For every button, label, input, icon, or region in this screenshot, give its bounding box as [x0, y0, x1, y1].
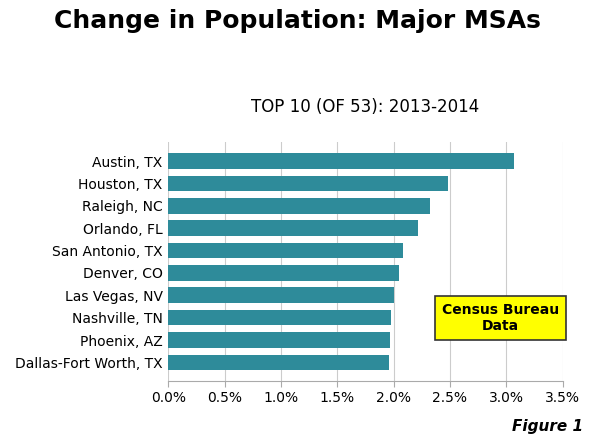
Bar [168, 287, 393, 303]
Bar [168, 176, 447, 191]
Bar [168, 153, 514, 169]
Bar [168, 265, 399, 281]
Bar [168, 220, 418, 236]
Bar [168, 310, 392, 325]
Title: TOP 10 (OF 53): 2013-2014: TOP 10 (OF 53): 2013-2014 [251, 98, 480, 116]
Text: Figure 1: Figure 1 [512, 419, 583, 434]
Bar [168, 332, 390, 348]
Bar [168, 243, 403, 258]
Text: Census Bureau
Data: Census Bureau Data [442, 303, 559, 333]
Text: Change in Population: Major MSAs: Change in Population: Major MSAs [54, 9, 541, 33]
Bar [168, 354, 389, 370]
Bar [168, 198, 430, 214]
